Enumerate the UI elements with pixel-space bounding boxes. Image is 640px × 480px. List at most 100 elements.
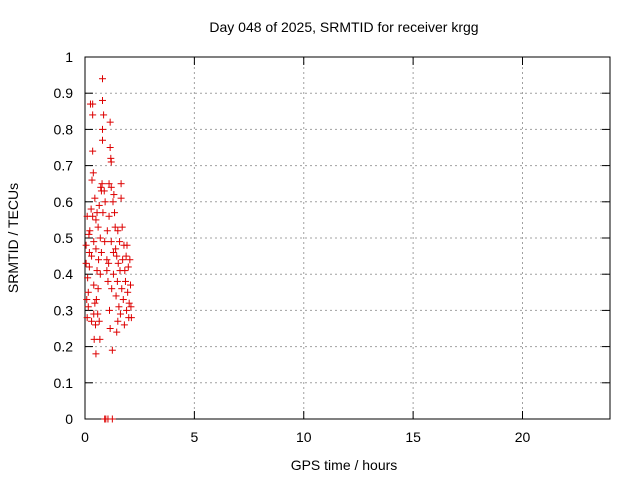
data-point: [94, 223, 102, 231]
data-point: [116, 310, 124, 318]
chart-title: Day 048 of 2025, SRMTID for receiver krg…: [209, 19, 478, 35]
data-point: [96, 234, 104, 242]
data-point: [96, 270, 104, 278]
data-point: [84, 303, 92, 311]
data-point: [89, 111, 97, 119]
data-point: [90, 238, 98, 246]
data-point: [85, 248, 93, 256]
data-point: [95, 256, 103, 264]
data-point: [89, 169, 97, 177]
data-point: [116, 238, 124, 246]
data-point: [89, 100, 97, 108]
data-point: [94, 285, 102, 293]
data-point: [88, 176, 96, 184]
data-point: [89, 147, 97, 155]
data-point: [118, 223, 126, 231]
data-point: [99, 75, 106, 83]
x-tick-label: 15: [405, 429, 421, 445]
data-point: [107, 183, 115, 191]
data-point: [99, 125, 106, 133]
data-point: [92, 296, 100, 304]
data-point: [82, 241, 90, 249]
data-point: [120, 321, 128, 329]
data-point: [91, 194, 99, 202]
x-tick-label: 20: [515, 429, 531, 445]
data-point: [113, 252, 121, 260]
data-point: [108, 346, 116, 354]
data-point: [92, 321, 99, 329]
data-point: [97, 183, 105, 191]
data-point: [117, 194, 125, 202]
data-point: [127, 281, 134, 289]
data-point: [107, 158, 115, 166]
data-point: [83, 296, 91, 304]
data-point: [105, 180, 113, 188]
data-point: [98, 180, 106, 188]
data-point: [114, 317, 122, 325]
data-point: [93, 209, 101, 217]
x-tick-label: 5: [190, 429, 198, 445]
data-point: [104, 277, 112, 285]
y-axis-title: SRMTID / TECUs: [5, 183, 21, 293]
y-tick-label: 0.8: [54, 121, 74, 137]
data-point: [86, 227, 94, 235]
data-point: [124, 288, 132, 296]
data-point: [91, 299, 99, 307]
data-point: [85, 230, 93, 238]
data-point: [95, 317, 103, 325]
data-point: [99, 96, 106, 104]
data-point: [107, 238, 115, 246]
data-point: [101, 198, 109, 206]
data-point: [121, 277, 129, 285]
data-point: [101, 238, 109, 246]
y-tick-label: 0.9: [54, 85, 74, 101]
y-tick-label: 0.5: [54, 230, 74, 246]
data-point: [82, 259, 90, 267]
y-tick-label: 0.7: [54, 158, 74, 174]
y-tick-label: 0: [65, 411, 73, 427]
data-point: [112, 292, 120, 300]
grid: [85, 57, 610, 419]
data-points: [82, 75, 135, 423]
data-point: [84, 288, 92, 296]
data-point: [125, 299, 133, 307]
data-point: [87, 205, 95, 213]
data-point: [108, 285, 116, 293]
y-tick-label: 0.1: [54, 375, 74, 391]
data-point: [100, 111, 108, 119]
data-point: [99, 136, 106, 144]
data-point: [123, 241, 131, 249]
data-point: [119, 256, 127, 264]
data-point: [92, 350, 100, 358]
data-point: [119, 296, 127, 304]
y-tick-label: 1: [65, 49, 73, 65]
data-point: [106, 118, 114, 126]
data-point: [106, 144, 114, 151]
data-point: [99, 209, 107, 217]
data-point: [94, 310, 102, 318]
data-point: [85, 263, 93, 271]
data-point: [83, 314, 91, 322]
data-point: [127, 303, 135, 311]
x-tick-label: 10: [296, 429, 312, 445]
data-point: [88, 317, 96, 325]
data-point: [123, 306, 131, 314]
data-point: [92, 216, 100, 224]
data-point: [113, 328, 121, 336]
data-point: [96, 335, 104, 343]
data-point: [106, 306, 113, 314]
y-tick-label: 0.2: [54, 339, 74, 355]
axis-ticks: 00.10.20.30.40.50.60.70.80.910 5 10 15 20: [54, 49, 610, 445]
data-point: [92, 245, 100, 253]
data-point: [122, 252, 130, 260]
data-point: [88, 252, 96, 260]
data-point: [111, 209, 119, 217]
data-point: [109, 248, 117, 256]
data-point: [90, 281, 98, 289]
data-point: [111, 223, 119, 231]
x-tick-label: 0: [81, 429, 89, 445]
data-point: [118, 285, 126, 293]
data-point: [124, 263, 132, 271]
data-point: [112, 245, 120, 253]
